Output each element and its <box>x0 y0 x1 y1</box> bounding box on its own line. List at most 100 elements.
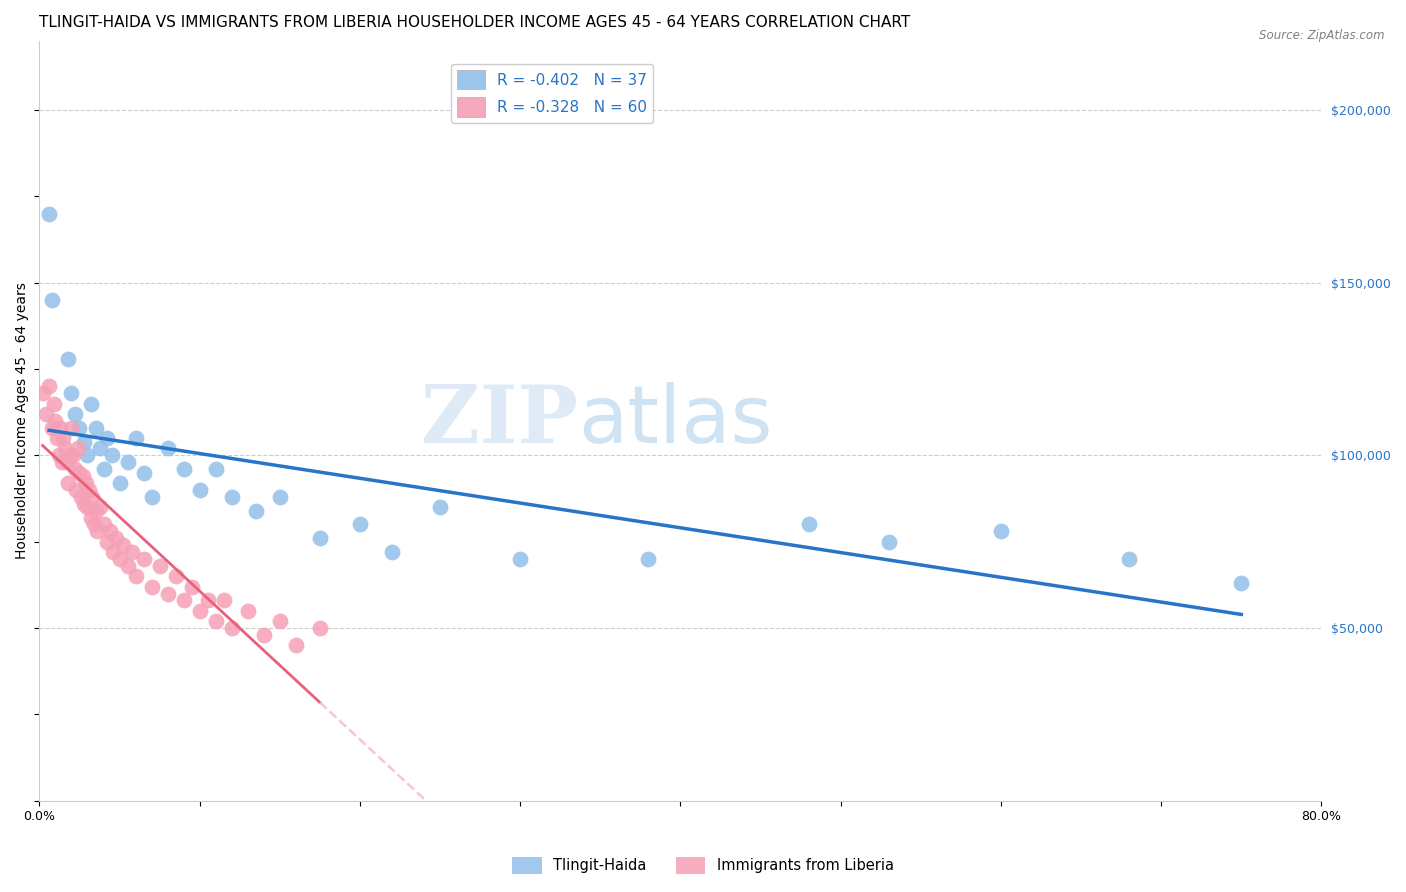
Point <box>93 517 115 532</box>
Point <box>253 628 276 642</box>
Point <box>111 538 134 552</box>
Point <box>44 414 66 428</box>
Point <box>141 580 163 594</box>
Point <box>75 475 97 490</box>
Point <box>156 442 179 456</box>
Text: TLINGIT-HAIDA VS IMMIGRANTS FROM LIBERIA HOUSEHOLDER INCOME AGES 45 - 64 YEARS C: TLINGIT-HAIDA VS IMMIGRANTS FROM LIBERIA… <box>39 15 911 30</box>
Point <box>51 455 73 469</box>
Point <box>49 421 72 435</box>
Point <box>284 638 307 652</box>
Point <box>308 621 330 635</box>
Point <box>46 431 69 445</box>
Point <box>80 396 103 410</box>
Point <box>100 448 122 462</box>
Point <box>141 490 163 504</box>
Point <box>96 431 118 445</box>
Point <box>59 448 82 462</box>
Point <box>149 558 172 573</box>
Point <box>82 490 104 504</box>
Point <box>188 483 211 497</box>
Point <box>77 483 100 497</box>
Text: atlas: atlas <box>578 382 772 459</box>
Point <box>38 206 60 220</box>
Point <box>35 407 58 421</box>
Point <box>63 462 86 476</box>
Point <box>96 534 118 549</box>
Point <box>156 586 179 600</box>
Point <box>48 448 70 462</box>
Point <box>117 558 139 573</box>
Point <box>101 545 124 559</box>
Point <box>55 455 77 469</box>
Point <box>53 442 76 456</box>
Point <box>76 500 98 515</box>
Point <box>308 531 330 545</box>
Point <box>877 534 900 549</box>
Point <box>60 421 83 435</box>
Legend: R = -0.402   N = 37, R = -0.328   N = 60: R = -0.402 N = 37, R = -0.328 N = 60 <box>451 63 654 123</box>
Point <box>173 593 195 607</box>
Point <box>124 431 146 445</box>
Point <box>124 569 146 583</box>
Point <box>86 524 108 539</box>
Point <box>66 442 89 456</box>
Point <box>173 462 195 476</box>
Point <box>165 569 187 583</box>
Point <box>41 421 63 435</box>
Point <box>221 490 243 504</box>
Point <box>98 524 121 539</box>
Point <box>509 552 531 566</box>
Point <box>105 531 128 545</box>
Point <box>245 503 267 517</box>
Point <box>62 448 84 462</box>
Text: Source: ZipAtlas.com: Source: ZipAtlas.com <box>1260 29 1385 42</box>
Point <box>38 379 60 393</box>
Point <box>52 431 75 445</box>
Point <box>58 351 80 366</box>
Point <box>89 442 111 456</box>
Point <box>269 490 291 504</box>
Point <box>180 580 202 594</box>
Point <box>197 593 219 607</box>
Point <box>637 552 659 566</box>
Point <box>31 386 53 401</box>
Point <box>117 455 139 469</box>
Point <box>80 510 103 524</box>
Point <box>1230 576 1253 591</box>
Point <box>349 517 371 532</box>
Point <box>381 545 404 559</box>
Point <box>58 475 80 490</box>
Point <box>204 614 226 628</box>
Point <box>204 462 226 476</box>
Point <box>69 421 91 435</box>
Point <box>132 552 155 566</box>
Point <box>73 497 96 511</box>
Point <box>83 517 105 532</box>
Y-axis label: Householder Income Ages 45 - 64 years: Householder Income Ages 45 - 64 years <box>15 283 30 559</box>
Point <box>121 545 143 559</box>
Point <box>76 448 98 462</box>
Point <box>236 604 259 618</box>
Point <box>42 396 65 410</box>
Point <box>990 524 1012 539</box>
Point <box>84 421 107 435</box>
Point <box>1118 552 1140 566</box>
Point <box>63 407 86 421</box>
Point <box>73 434 96 449</box>
Point <box>65 483 87 497</box>
Legend: Tlingit-Haida, Immigrants from Liberia: Tlingit-Haida, Immigrants from Liberia <box>506 851 900 880</box>
Point <box>41 293 63 307</box>
Point <box>70 490 93 504</box>
Point <box>84 503 107 517</box>
Point <box>269 614 291 628</box>
Point <box>221 621 243 635</box>
Text: ZIP: ZIP <box>420 382 578 459</box>
Point <box>797 517 820 532</box>
Point <box>72 469 94 483</box>
Point <box>108 475 131 490</box>
Point <box>188 604 211 618</box>
Point <box>132 466 155 480</box>
Point <box>93 462 115 476</box>
Point <box>212 593 235 607</box>
Point <box>429 500 451 515</box>
